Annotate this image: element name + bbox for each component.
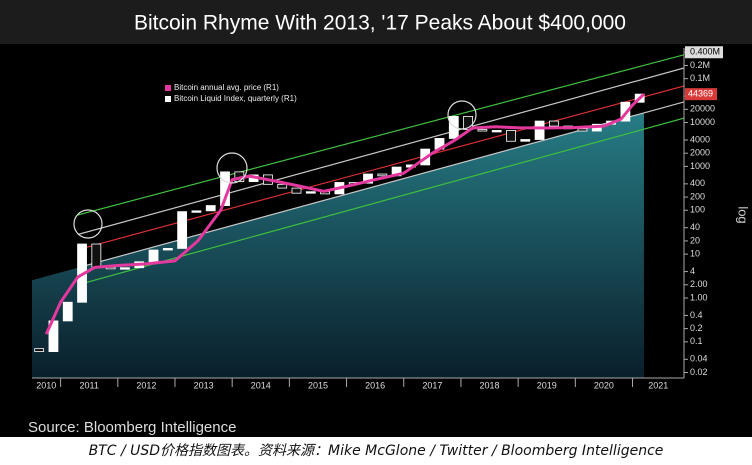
y-tick-label: 40 [690, 222, 700, 232]
chart: Bitcoin Rhyme With 2013, '17 Peaks About… [0, 0, 752, 437]
candle [534, 120, 545, 140]
x-tick-label: 2010 [36, 380, 56, 390]
candle [448, 115, 459, 139]
source: Source: Bloomberg Intelligence [28, 419, 236, 436]
y-tick-label: 0.1 [690, 336, 703, 346]
y-tick-label: 2.00 [690, 279, 708, 289]
y-tick-label: 400 [690, 178, 705, 188]
x-tick-label: 2016 [365, 380, 385, 390]
x-tick-label: 2019 [537, 380, 557, 390]
y-tick-label: 0.4 [690, 310, 703, 320]
x-tick-label: 2021 [648, 380, 668, 390]
x-tick-label: 2018 [480, 380, 500, 390]
candle [291, 187, 302, 194]
y-tick-highlight [685, 46, 723, 59]
candle [377, 173, 388, 177]
candle [363, 173, 373, 184]
y-tick-label: 1000 [690, 161, 710, 171]
plot-area [32, 54, 684, 378]
candle [506, 130, 516, 142]
avg-price-line [44, 93, 646, 335]
candle [205, 205, 216, 212]
candle [548, 120, 559, 127]
candle [191, 210, 202, 213]
candle [277, 183, 288, 189]
x-tick-label: 2020 [594, 380, 614, 390]
channel-line [77, 54, 684, 216]
peak-circle [447, 100, 477, 130]
candle [305, 191, 316, 194]
y-tick-label: 0.2 [690, 323, 703, 333]
y-tick-label: 10 [690, 249, 700, 259]
y-tick-label: 0.2M [690, 60, 710, 70]
candle [491, 130, 502, 133]
y-tick-label: 1.00 [690, 292, 708, 302]
area-fill [32, 112, 644, 378]
legend-label: Bitcoin annual avg. price (R1) [174, 83, 279, 92]
last-price-box [685, 88, 717, 101]
y-tick-label: 20000 [690, 104, 715, 114]
peak-circle [73, 209, 103, 239]
candle [91, 243, 102, 268]
candle [148, 249, 159, 263]
y-tick-label: 100 [690, 205, 705, 215]
y-tick-label: 200 [690, 191, 705, 201]
y-tick-label: 0.1M [690, 73, 710, 83]
x-tick-label: 2017 [422, 380, 442, 390]
peak-circle [216, 152, 248, 184]
y-tick-label: 10000 [690, 117, 715, 127]
candle [520, 139, 531, 142]
last-price-label: 44369 [688, 89, 713, 99]
axis-label: log [736, 206, 751, 223]
candle [34, 348, 45, 352]
legend-swatch [165, 96, 171, 102]
y-tick-label: 0.02 [690, 367, 708, 377]
x-tick-label: 2013 [194, 380, 214, 390]
y-tick-label: 0.04 [690, 354, 708, 364]
channel-line [77, 67, 684, 236]
x-tick-label: 2011 [80, 380, 99, 390]
legend-label: Bitcoin Liquid Index, quarterly (R1) [174, 94, 297, 103]
y-tick-label: 4000 [690, 134, 710, 144]
y-tick-label: 4 [690, 266, 695, 276]
candle [62, 301, 73, 322]
candle [177, 211, 188, 249]
legend-swatch [165, 85, 171, 91]
y-tick-label: 2000 [690, 148, 710, 158]
chart-title: Bitcoin Rhyme With 2013, '17 Peaks About… [134, 12, 626, 35]
title-band [0, 0, 752, 44]
caption: BTC / USD价格指数图表。资料来源：Mike McGlone / Twit… [88, 443, 664, 459]
candle [162, 248, 173, 251]
x-tick-label: 2015 [308, 380, 328, 390]
candle [577, 128, 588, 132]
y-tick-label: 0.400M [690, 47, 720, 57]
y-tick-label: 20 [690, 235, 700, 245]
x-tick-label: 2014 [251, 380, 271, 390]
candle [477, 129, 488, 132]
x-tick-label: 2012 [136, 380, 156, 390]
candle [120, 267, 130, 270]
